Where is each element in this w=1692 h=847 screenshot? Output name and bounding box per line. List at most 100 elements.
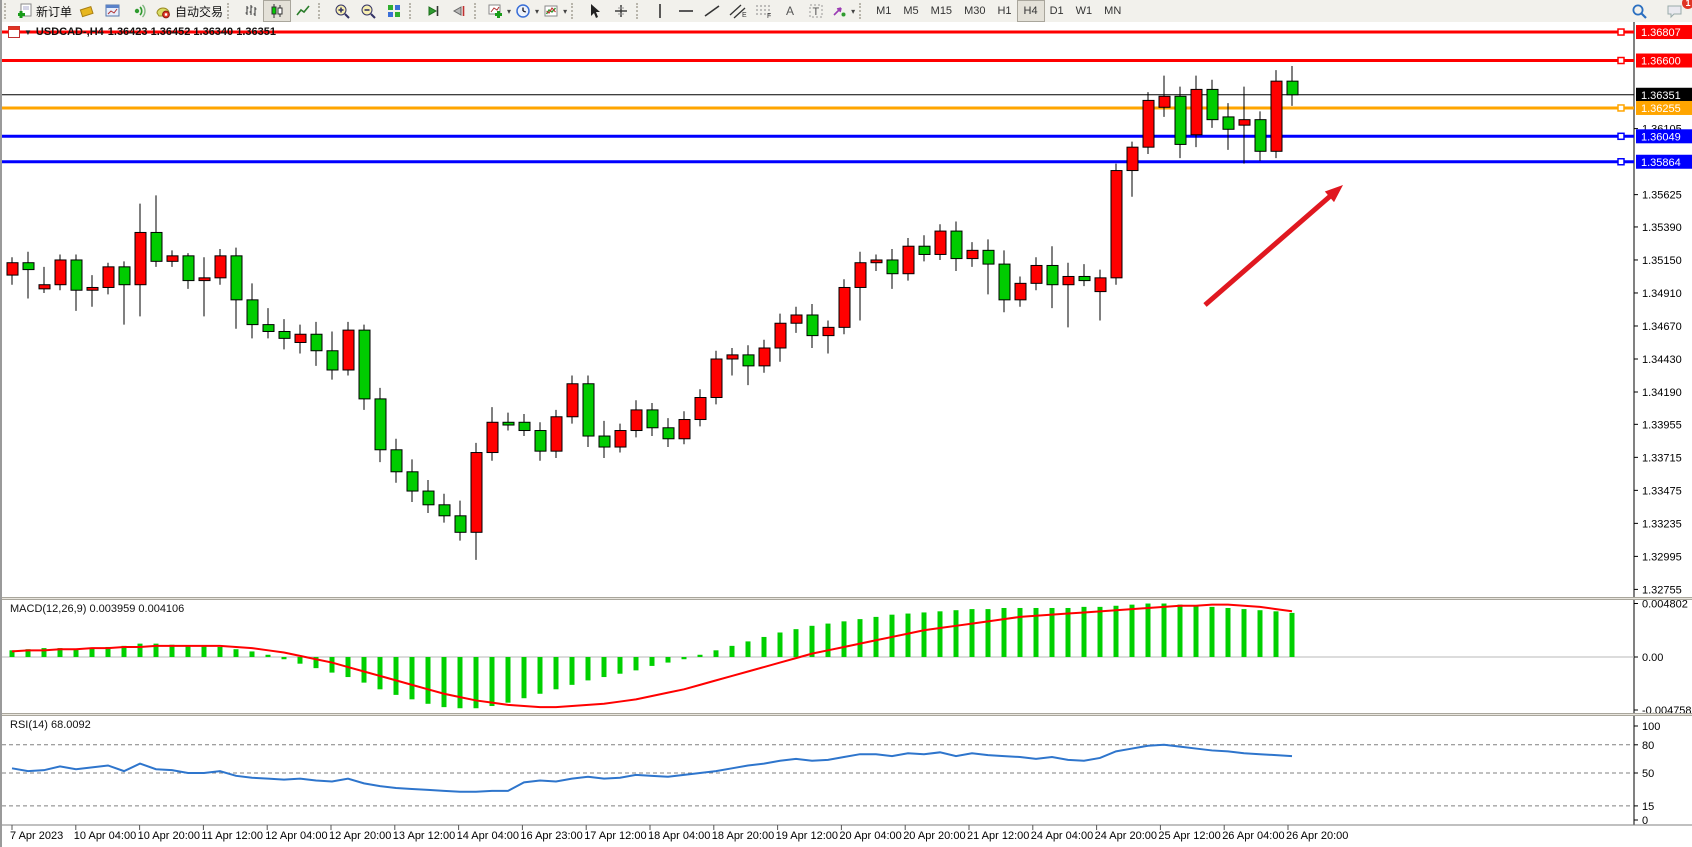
auto-trading-button[interactable]: 自动交易	[152, 1, 225, 21]
timeframe-button-M30[interactable]: M30	[958, 1, 991, 21]
trend-arrow[interactable]	[1203, 188, 1339, 307]
timeframe-button-H4[interactable]: H4	[1016, 0, 1045, 22]
cursor-icon	[591, 4, 601, 18]
candle-body	[870, 259, 883, 264]
candle-body	[1126, 146, 1139, 172]
macd-bar	[185, 645, 191, 657]
y-axis-tick-label: 1.35390	[1642, 222, 1682, 234]
highlighter-icon	[79, 5, 94, 18]
notifications-button[interactable]: 1	[1662, 0, 1692, 21]
add-indicator-icon	[488, 4, 503, 18]
candle-body	[934, 230, 947, 255]
chart-window-menu-icon[interactable]	[8, 26, 20, 38]
macd-bar	[665, 657, 671, 663]
vertical-line-tool-button[interactable]	[647, 1, 673, 21]
bar-chart-button[interactable]	[238, 1, 264, 21]
title-dropdown-icon[interactable]: ▼	[24, 27, 32, 37]
candle-body	[1078, 275, 1091, 282]
search-icon	[1632, 4, 1647, 19]
timeframe-button-D1[interactable]: D1	[1044, 1, 1070, 21]
line-chart-button[interactable]	[290, 1, 316, 21]
candle-body	[982, 249, 995, 265]
macd-bar	[825, 623, 831, 657]
chart-title: USDCAD-,H4	[35, 26, 104, 38]
candle-body	[294, 333, 307, 343]
candle-body	[614, 430, 627, 448]
zoom-in-button[interactable]	[329, 1, 355, 21]
crosshair-tool-button[interactable]	[608, 1, 634, 21]
macd-bar	[1081, 606, 1087, 657]
text-tool-button[interactable]: A	[777, 1, 803, 21]
x-axis-label: 25 Apr 12:00	[1158, 830, 1220, 842]
templates-caret-icon: ▾	[563, 6, 568, 16]
macd-bar	[393, 657, 399, 695]
fibonacci-tool-button[interactable]: F	[751, 1, 777, 21]
level-line-handle[interactable]	[1617, 56, 1625, 65]
candle-body	[454, 515, 467, 533]
cursor-tool-button[interactable]	[582, 1, 608, 21]
add-indicator-button[interactable]: ▾	[485, 1, 513, 21]
highlighter-button[interactable]	[74, 1, 100, 21]
price-level-axis-label	[1636, 129, 1692, 144]
new-order-button[interactable]: 新订单	[15, 1, 74, 21]
timeframe-button-M15[interactable]: M15	[925, 1, 958, 21]
level-line-handle[interactable]	[1617, 28, 1625, 36]
y-axis-tick-label: 1.33955	[1642, 419, 1682, 431]
text-label-tool-button[interactable]: T	[803, 1, 829, 21]
macd-bar	[377, 657, 383, 690]
tile-windows-button[interactable]	[381, 1, 407, 21]
auto-scroll-button[interactable]	[420, 1, 446, 21]
level-line-handle[interactable]	[1617, 104, 1625, 112]
candlestick-icon	[271, 4, 283, 18]
macd-bar	[921, 612, 927, 657]
y-axis-tick-label: 1.34670	[1642, 321, 1682, 333]
crosshair-icon	[615, 5, 628, 17]
price-level-axis-label-text: 1.36600	[1641, 56, 1681, 68]
rsi-axis-label: 50	[1642, 768, 1654, 780]
rsi-axis-label: 15	[1642, 801, 1654, 813]
candle-body	[630, 409, 643, 432]
notification-badge: 1	[1682, 0, 1692, 9]
new-order-icon	[18, 3, 32, 18]
timeframe-button-H1[interactable]: H1	[991, 1, 1017, 21]
toolbar-grip	[409, 3, 418, 19]
market-watch-button[interactable]	[100, 1, 126, 21]
macd-bar	[841, 621, 847, 657]
period-button[interactable]: ▾	[513, 1, 541, 21]
candle-body	[1206, 88, 1219, 121]
candle-body	[310, 333, 323, 352]
candle-body	[1030, 264, 1043, 284]
templates-button[interactable]: ▾	[541, 1, 569, 21]
timeframe-button-M1[interactable]: M1	[870, 1, 897, 21]
arrows-tool-button[interactable]: ▾	[829, 1, 857, 21]
pane-splitter-rsi[interactable]	[2, 713, 1692, 716]
chart-shift-button[interactable]	[446, 1, 472, 21]
macd-bar	[1161, 603, 1167, 657]
macd-bar	[1049, 607, 1055, 657]
candlestick-chart-button[interactable]	[263, 0, 292, 22]
trendline-tool-button[interactable]	[699, 1, 725, 21]
search-button[interactable]	[1626, 1, 1652, 21]
chart-canvas[interactable]: 1.361051.356251.353901.351501.349101.346…	[2, 22, 1692, 847]
macd-bar	[713, 650, 719, 657]
horizontal-line-tool-button[interactable]	[673, 1, 699, 21]
channel-tool-button[interactable]: E	[725, 1, 751, 21]
macd-bar	[1113, 605, 1119, 657]
zoom-out-button[interactable]	[355, 1, 381, 21]
macd-bar	[297, 657, 303, 664]
pane-splitter-macd[interactable]	[2, 597, 1692, 600]
timeframe-button-M5[interactable]: M5	[897, 1, 924, 21]
timeframe-button-W1[interactable]: W1	[1070, 1, 1099, 21]
level-line-handle[interactable]	[1617, 158, 1625, 166]
signal-button[interactable]	[126, 1, 152, 21]
level-line-handle[interactable]	[1617, 132, 1625, 141]
macd-bar	[553, 657, 559, 690]
chat-bubble-icon	[1667, 5, 1682, 19]
timeframe-button-MN[interactable]: MN	[1098, 1, 1127, 21]
chart-window[interactable]: ▼ USDCAD-,H4 1.36423 1.36452 1.36340 1.3…	[2, 22, 1692, 847]
macd-bar	[1209, 606, 1215, 657]
macd-bar	[809, 625, 815, 657]
price-level-axis-label-text: 1.36351	[1641, 90, 1681, 102]
x-axis-label: 18 Apr 20:00	[712, 830, 774, 842]
candle-body	[582, 383, 595, 437]
